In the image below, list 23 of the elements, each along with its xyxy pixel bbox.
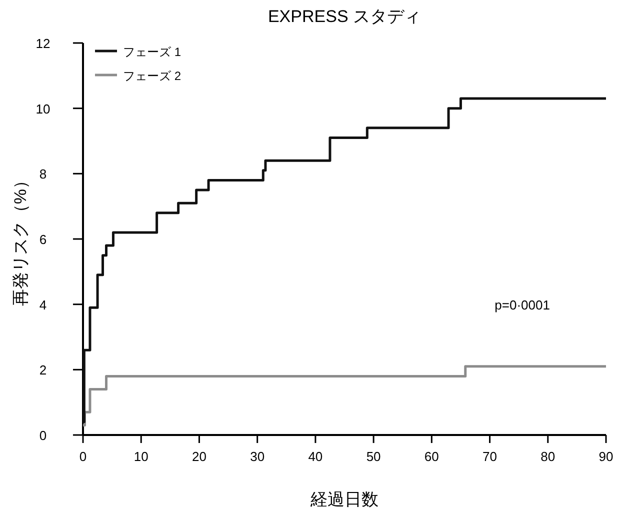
y-tick-label: 2 — [39, 362, 47, 378]
x-tick-label: 10 — [134, 449, 148, 464]
x-tick-label: 60 — [424, 449, 439, 464]
y-tick-label: 12 — [36, 36, 50, 51]
y-tick-label: 6 — [39, 232, 47, 247]
x-tick-label: 40 — [308, 449, 323, 464]
annotation: p=0·0001 — [494, 298, 550, 313]
x-tick-label: 30 — [250, 449, 265, 464]
y-axis-title: 再発リスク（%） — [11, 172, 30, 306]
x-tick-label: 70 — [482, 449, 498, 464]
x-tick-label: 20 — [192, 449, 206, 464]
legend-label: フェーズ 1 — [123, 45, 182, 59]
y-tick-label: 8 — [39, 166, 47, 182]
legend-label: フェーズ 2 — [123, 69, 182, 83]
y-tick-label: 0 — [39, 428, 47, 443]
x-tick-label: 90 — [598, 449, 614, 464]
y-tick-label: 10 — [36, 101, 50, 116]
y-tick-label: 4 — [39, 297, 47, 312]
x-tick-label: 0 — [79, 449, 87, 464]
x-tick-label: 80 — [540, 449, 556, 464]
x-axis-title: 経過日数 — [310, 490, 378, 509]
x-tick-label: 50 — [366, 449, 381, 464]
chart-title: EXPRESS スタディ — [268, 7, 422, 26]
